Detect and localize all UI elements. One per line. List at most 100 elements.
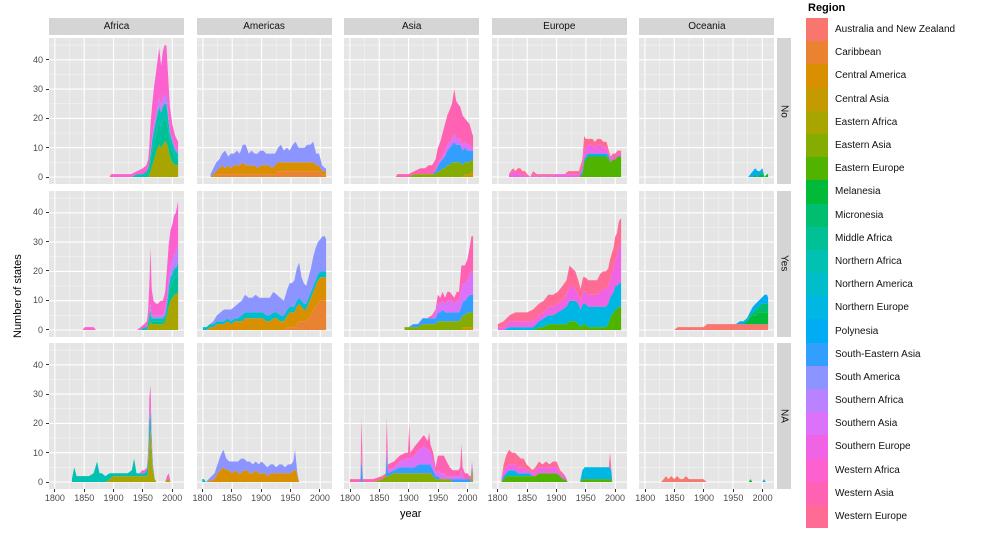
facet-panel-asia-yes <box>344 190 480 337</box>
area-middle-africa <box>109 118 179 177</box>
legend-entry: Western Africa <box>806 458 998 482</box>
area-polynesia <box>674 294 769 330</box>
legend-key-swatch <box>806 226 828 250</box>
y-tick-label: 10 <box>32 447 43 458</box>
legend-entry: Eastern Europe <box>806 157 998 181</box>
panel-background <box>49 343 184 489</box>
y-tick-mark <box>45 299 49 301</box>
x-tick-label: 2000 <box>309 493 330 503</box>
legend-entry: Eastern Africa <box>806 110 998 134</box>
x-tick-label: 1800 <box>340 493 361 503</box>
facet-panel-americas-na <box>196 343 332 489</box>
y-tick-mark <box>45 270 49 272</box>
x-tick-mark <box>201 489 203 492</box>
y-tick-mark <box>45 88 49 90</box>
legend-key-swatch <box>806 435 828 459</box>
facet-panel-africa-na <box>49 343 184 489</box>
area-western-europe <box>497 218 621 327</box>
x-tick-label: 1900 <box>693 493 714 503</box>
area-central-america <box>210 162 326 177</box>
y-tick-label: 20 <box>32 418 43 429</box>
x-tick-mark <box>703 489 705 492</box>
legend-entry: Caribbean <box>806 41 998 65</box>
area-southern-asia <box>350 446 474 482</box>
legend-label: Northern America <box>835 279 913 291</box>
x-tick-mark <box>526 489 528 492</box>
legend-key-swatch <box>806 133 828 158</box>
legend-label: Western Asia <box>835 487 894 499</box>
area-melanesia <box>674 311 769 330</box>
area-central-america <box>201 467 299 482</box>
legend-label: Western Europe <box>835 511 908 523</box>
area-eastern-europe <box>497 306 621 330</box>
x-tick-label: 1950 <box>575 493 596 503</box>
legend-key-swatch <box>806 458 828 482</box>
area-australia-and-new-zealand <box>661 476 767 482</box>
x-tick-label: 2000 <box>162 493 183 503</box>
x-tick-mark <box>54 489 56 492</box>
legend-entry: Central America <box>806 64 998 88</box>
area-eastern-africa <box>82 291 179 330</box>
facet-panel-europe-yes <box>491 190 627 337</box>
x-tick-label: 2000 <box>605 493 626 503</box>
facet-panel-oceania-yes <box>639 190 775 337</box>
area-central-asia <box>404 326 474 330</box>
legend-label: Southern Africa <box>835 395 904 407</box>
legend-entry: South-Eastern Asia <box>806 342 998 366</box>
legend-label: Central America <box>835 70 907 82</box>
area-northern-europe <box>497 282 621 330</box>
facet-panel-americas-no <box>196 38 332 184</box>
legend-label: Northern Africa <box>835 255 902 267</box>
legend-label: Polynesia <box>835 325 879 337</box>
x-tick-label: 1950 <box>132 493 153 503</box>
legend-label: Eastern Africa <box>835 116 898 128</box>
area-central-asia <box>395 171 474 177</box>
y-tick-mark <box>45 452 49 454</box>
legend-label: South America <box>835 371 901 383</box>
x-tick-label: 1950 <box>723 493 744 503</box>
legend-key-swatch <box>806 41 828 65</box>
area-south-america <box>210 141 326 177</box>
x-tick-mark <box>585 489 587 492</box>
x-tick-label: 1900 <box>546 493 567 503</box>
facet-strip-label: Africa <box>103 21 130 32</box>
area-polynesia <box>748 168 769 177</box>
facet-strip-label: NA <box>778 409 790 423</box>
area-southern-europe <box>497 244 621 330</box>
facet-strip-label: Yes <box>778 255 790 272</box>
y-tick-label: 40 <box>32 54 43 65</box>
legend-key-swatch <box>806 64 828 88</box>
y-tick-mark <box>45 147 49 149</box>
x-tick-mark <box>762 489 764 492</box>
area-northern-africa <box>71 411 171 482</box>
y-tick-mark <box>45 422 49 424</box>
y-tick-label: 20 <box>32 265 43 276</box>
legend-entry: Southern Africa <box>806 389 998 413</box>
y-tick-label: 0 <box>37 172 43 182</box>
x-tick-label: 1900 <box>398 493 419 503</box>
legend-entry: Middle Africa <box>806 226 998 250</box>
legend-panel: Region Australia and New Zealand Caribbea… <box>806 2 998 529</box>
y-tick-mark <box>45 329 49 330</box>
area-micronesia <box>674 303 769 330</box>
y-tick-mark <box>45 481 49 483</box>
area-south-america <box>201 449 299 482</box>
legend-key-swatch <box>806 365 828 389</box>
area-eastern-africa <box>109 141 179 177</box>
legend-key-swatch <box>806 389 828 413</box>
x-tick-mark <box>349 489 351 492</box>
x-tick-mark <box>614 489 616 492</box>
y-tick-label: 0 <box>37 477 43 487</box>
area-melanesia <box>748 174 769 177</box>
x-tick-label: 1950 <box>280 493 301 503</box>
facet-panel-africa-yes <box>49 190 184 337</box>
legend-label: Eastern Asia <box>835 140 892 152</box>
y-tick-mark <box>45 241 49 243</box>
x-tick-mark <box>319 489 321 492</box>
x-tick-label: 1850 <box>369 493 390 503</box>
legend-label: Micronesia <box>835 209 884 221</box>
legend-label: Melanesia <box>835 186 881 198</box>
legend-entry: Northern Africa <box>806 249 998 274</box>
legend-entry: Central Asia <box>806 87 998 111</box>
legend-entry: Eastern Asia <box>806 133 998 158</box>
